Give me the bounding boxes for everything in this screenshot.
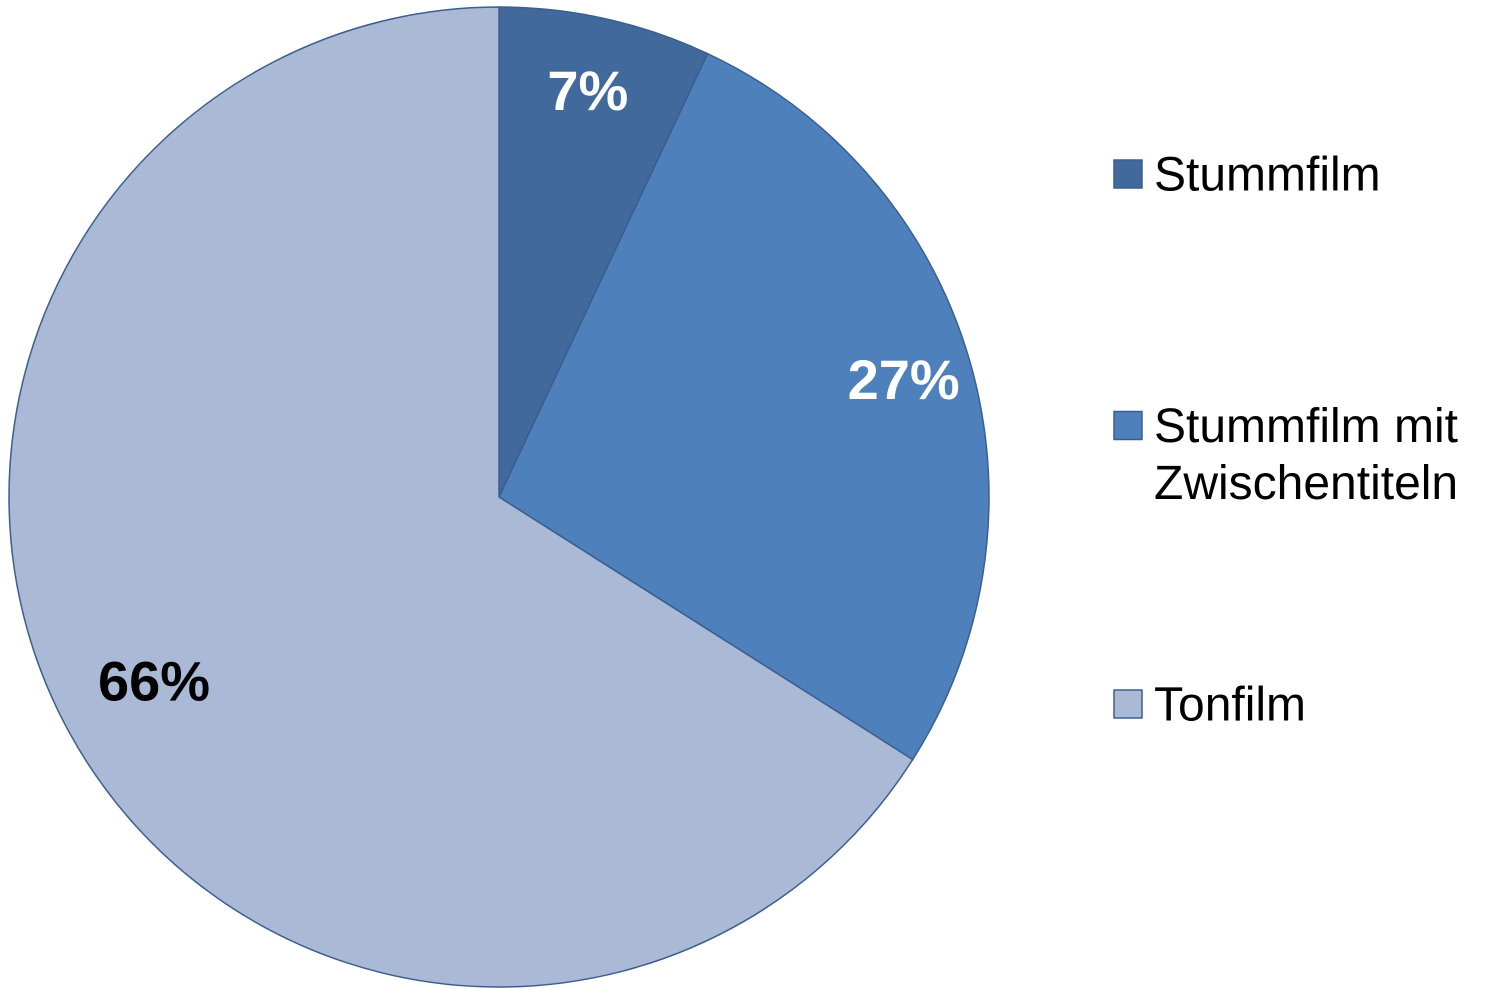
legend-entry-3: Tonfilm [1113,679,1306,732]
pie-slice-1 [498,6,709,498]
legend-swatch-1 [1113,159,1143,189]
legend-label-3-line-1: Tonfilm [1154,679,1306,732]
pie-slice-3 [8,6,914,988]
legend-label-2-line-2: Zwischentiteln [1154,457,1458,510]
legend-label-1-line-1: Stummfilm [1154,149,1381,202]
data-label-3: 66% [98,650,210,713]
data-label-2: 27% [848,348,960,411]
pie-slice-2 [498,52,990,761]
legend-swatch-3 [1113,689,1143,719]
data-label-1: 7% [547,59,628,122]
legend-label-2-line-1: Stummfilm mit [1154,400,1458,453]
pie-slices [8,6,990,988]
legend-swatch-2 [1113,410,1143,441]
legend-entry-1: Stummfilm [1113,149,1381,202]
data-labels: 7% 27% 66% [98,59,960,713]
